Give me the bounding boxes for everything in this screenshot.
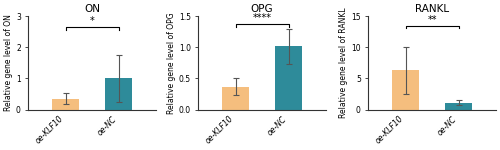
Title: ON: ON [84, 4, 100, 14]
Y-axis label: Relative gene level of ON: Relative gene level of ON [4, 15, 13, 111]
Y-axis label: Relative gene level of RANKL: Relative gene level of RANKL [340, 8, 348, 118]
Title: RANKL: RANKL [415, 4, 449, 14]
Text: ****: **** [252, 13, 272, 23]
Bar [392, 70, 419, 110]
Bar [222, 87, 249, 110]
Text: **: ** [428, 15, 437, 25]
Bar [446, 103, 472, 110]
Bar [276, 46, 302, 110]
Text: *: * [90, 16, 94, 26]
Y-axis label: Relative gene level of OPG: Relative gene level of OPG [167, 12, 176, 114]
Title: OPG: OPG [251, 4, 274, 14]
Bar [106, 78, 132, 110]
Bar [52, 99, 79, 110]
